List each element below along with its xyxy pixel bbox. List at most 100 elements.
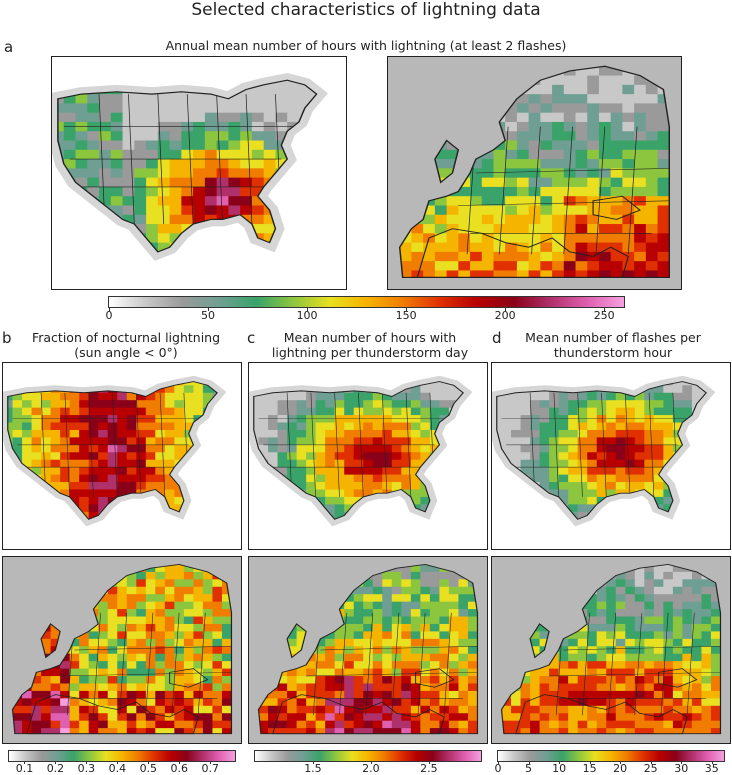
field-cell <box>568 705 579 714</box>
field-cell <box>122 214 136 225</box>
field-cell <box>448 661 460 670</box>
field-cell <box>87 131 100 142</box>
field-cell <box>57 94 65 105</box>
field-cell <box>174 422 185 431</box>
field-cell <box>363 474 374 483</box>
field-cell <box>587 646 598 655</box>
field-cell <box>353 653 364 662</box>
field-cell <box>155 713 166 722</box>
field-cell <box>155 422 166 431</box>
field-cell <box>181 214 195 225</box>
map-b-usa-svg <box>3 363 241 549</box>
field-cell <box>563 196 577 207</box>
field-cell <box>174 653 185 662</box>
field-cell <box>575 159 589 170</box>
field-cell <box>539 459 550 468</box>
field-cell <box>634 177 647 188</box>
field-cell <box>615 668 626 677</box>
field-cell <box>391 609 403 618</box>
field-cell <box>79 444 90 453</box>
field-cell <box>31 713 42 722</box>
field-cell <box>558 407 569 416</box>
field-cell <box>98 623 109 632</box>
field-cell <box>98 415 109 424</box>
field-cell <box>117 728 128 734</box>
field-cell <box>164 594 176 603</box>
field-cell <box>645 242 659 253</box>
field-cell <box>136 579 147 588</box>
field-cell <box>568 676 579 685</box>
field-cell <box>622 261 635 272</box>
field-cell <box>145 653 157 662</box>
field-cell <box>539 422 550 431</box>
field-cell <box>372 400 383 409</box>
field-cell <box>258 720 269 729</box>
uk-coastline <box>434 139 460 184</box>
field-cell <box>587 668 598 677</box>
field-cell <box>204 140 218 151</box>
field-cell <box>496 415 503 424</box>
colorbar-b-tickmark <box>148 761 150 764</box>
field-cell <box>110 112 124 123</box>
field-cell <box>568 467 579 476</box>
field-cell <box>145 444 157 453</box>
field-cell <box>79 496 90 505</box>
field-cell <box>126 683 137 692</box>
field-cell <box>549 444 560 453</box>
field-cell <box>423 224 436 235</box>
field-cell <box>558 452 569 461</box>
field-cell <box>606 690 617 699</box>
field-cell <box>653 609 665 618</box>
field-cell <box>410 459 422 468</box>
field-cell <box>22 705 33 714</box>
field-cell <box>117 713 128 722</box>
field-cell <box>287 415 298 424</box>
field-cell <box>493 205 507 216</box>
field-cell <box>382 392 393 401</box>
field-cell <box>79 407 90 416</box>
field-cell <box>164 437 176 446</box>
field-cell <box>663 452 674 461</box>
colorbar-b-tickmark <box>210 761 212 764</box>
field-cell <box>145 720 157 729</box>
field-cell <box>448 653 460 662</box>
field-cell <box>221 683 232 692</box>
field-cell <box>183 579 195 588</box>
field-cell <box>325 400 336 409</box>
field-cell <box>382 459 393 468</box>
field-cell <box>493 270 507 278</box>
field-cell <box>701 609 712 618</box>
field-cell <box>296 444 307 453</box>
field-cell <box>325 459 336 468</box>
field-cell <box>136 683 147 692</box>
field-cell <box>701 661 712 670</box>
field-cell <box>496 400 503 409</box>
field-cell <box>325 631 336 640</box>
field-cell <box>50 437 61 446</box>
field-cell <box>134 159 147 170</box>
field-cell <box>12 429 23 438</box>
colorbar-a-tick-label: 150 <box>395 309 417 322</box>
field-cell <box>107 489 118 498</box>
field-cell <box>169 140 183 151</box>
field-cell <box>110 186 124 197</box>
field-cell <box>410 444 422 453</box>
field-cell <box>411 251 425 262</box>
field-cell <box>458 205 471 216</box>
field-cell <box>287 668 298 677</box>
field-cell <box>107 609 118 618</box>
field-cell <box>240 149 253 160</box>
field-cell <box>98 496 109 505</box>
field-cell <box>653 631 665 640</box>
field-cell <box>615 698 626 707</box>
field-cell <box>458 676 469 685</box>
field-cell <box>258 713 269 722</box>
field-cell <box>287 444 298 453</box>
field-cell <box>88 415 99 424</box>
field-cell <box>458 646 469 655</box>
field-cell <box>439 690 450 699</box>
field-cell <box>221 601 232 610</box>
field-cell <box>691 586 703 595</box>
field-cell <box>110 131 124 142</box>
field-cell <box>41 676 52 685</box>
